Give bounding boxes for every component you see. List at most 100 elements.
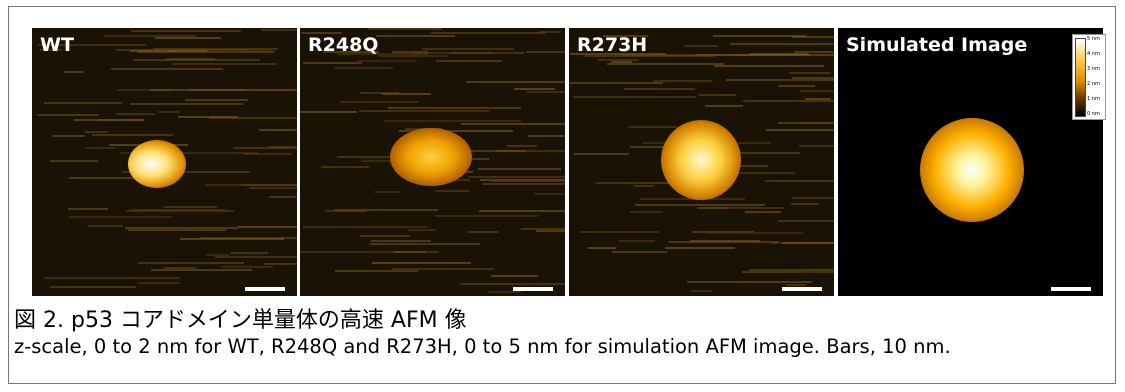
noise-streak [44, 277, 180, 279]
noise-streak [653, 80, 712, 82]
noise-streak [794, 51, 834, 53]
noise-streak [799, 145, 834, 147]
noise-streak [479, 210, 565, 212]
noise-streak [378, 55, 447, 57]
noise-streak [478, 168, 561, 170]
scale-bar [513, 287, 553, 291]
noise-streak [460, 283, 565, 285]
noise-streak [233, 147, 297, 149]
noise-streak [569, 82, 663, 84]
noise-streak [300, 111, 357, 113]
noise-streak [335, 270, 418, 272]
caption-body: z-scale, 0 to 2 nm for WT, R248Q and R27… [14, 334, 1109, 359]
noise-streak [180, 238, 284, 240]
noise-streak [699, 207, 784, 209]
caption-title: 図 2. p53 コアドメイン単量体の高速 AFM 像 [14, 302, 467, 334]
noise-streak [50, 160, 98, 162]
noise-streak [705, 105, 743, 107]
noise-streak [64, 71, 84, 73]
noise-streak [388, 107, 521, 109]
noise-streak [786, 284, 806, 286]
noise-streak [358, 60, 417, 62]
noise-streak [778, 220, 834, 222]
noise-streak [699, 94, 736, 96]
noise-streak [635, 204, 765, 206]
noise-streak [85, 131, 108, 133]
afm-panel: WT [32, 28, 297, 296]
noise-streak [726, 79, 834, 81]
noise-streak [742, 271, 803, 273]
noise-streak [264, 263, 297, 265]
noise-streak [334, 67, 393, 69]
noise-streak [624, 88, 695, 90]
noise-streak [730, 43, 834, 45]
noise-streak [130, 50, 175, 52]
molecule [920, 118, 1024, 222]
afm-panel: R248Q [300, 28, 565, 296]
noise-streak [325, 210, 366, 212]
scale-bar [782, 287, 822, 291]
noise-streak [527, 91, 565, 93]
noise-streak [68, 208, 108, 210]
noise-streak [340, 101, 418, 103]
noise-streak [222, 266, 273, 268]
noise-streak [321, 166, 369, 168]
noise-streak [269, 196, 297, 198]
color-gradient [1075, 38, 1086, 117]
noise-streak [164, 206, 217, 208]
noise-streak [384, 120, 521, 122]
noise-streak [765, 180, 834, 182]
noise-streak [507, 145, 537, 147]
noise-streak [491, 180, 565, 182]
noise-streak [461, 123, 565, 125]
molecule [128, 140, 186, 188]
page: WT R248Q R273H Simulated Image 5 nm4 nm3… [0, 0, 1125, 392]
noise-streak [85, 147, 115, 149]
noise-streak [665, 247, 735, 249]
noise-streak [259, 129, 297, 131]
noise-streak [792, 77, 834, 79]
noise-streak [713, 35, 806, 37]
noise-streak [50, 286, 136, 288]
noise-streak [215, 256, 297, 258]
noise-streak [528, 135, 565, 137]
noise-streak [431, 32, 545, 34]
molecule [390, 128, 472, 186]
noise-streak [185, 99, 248, 101]
noise-streak [791, 203, 819, 205]
noise-streak [607, 63, 724, 65]
noise-streak [372, 262, 471, 264]
noise-streak [408, 229, 436, 231]
noise-streak [359, 110, 489, 112]
noise-streak [707, 232, 803, 234]
noise-streak [491, 275, 538, 277]
noise-streak [795, 122, 834, 124]
noise-streak [634, 185, 654, 187]
noise-streak [138, 262, 244, 264]
noise-streak [766, 129, 834, 131]
noise-streak [514, 88, 555, 90]
noise-streak [37, 114, 99, 116]
noise-streak [468, 176, 565, 178]
scale-bar [245, 287, 285, 291]
noise-streak [580, 231, 659, 233]
noise-streak [164, 267, 196, 269]
colorbar-label: 2 nm [1087, 82, 1100, 87]
noise-streak [371, 240, 431, 242]
noise-streak [92, 134, 173, 136]
noise-streak [374, 191, 401, 193]
noise-streak [611, 61, 632, 63]
noise-streak [782, 242, 834, 244]
noise-streak [619, 240, 655, 242]
scale-bar [1051, 287, 1091, 291]
noise-streak [126, 210, 234, 212]
noise-streak [778, 85, 815, 87]
noise-streak [303, 62, 362, 64]
noise-streak [44, 102, 122, 104]
molecule [661, 120, 741, 200]
noise-streak [303, 226, 427, 228]
colorbar-label: 3 nm [1087, 67, 1100, 72]
colorbar-label: 5 nm [1087, 37, 1100, 42]
noise-streak [337, 156, 394, 158]
panel-label: R248Q [308, 34, 378, 56]
